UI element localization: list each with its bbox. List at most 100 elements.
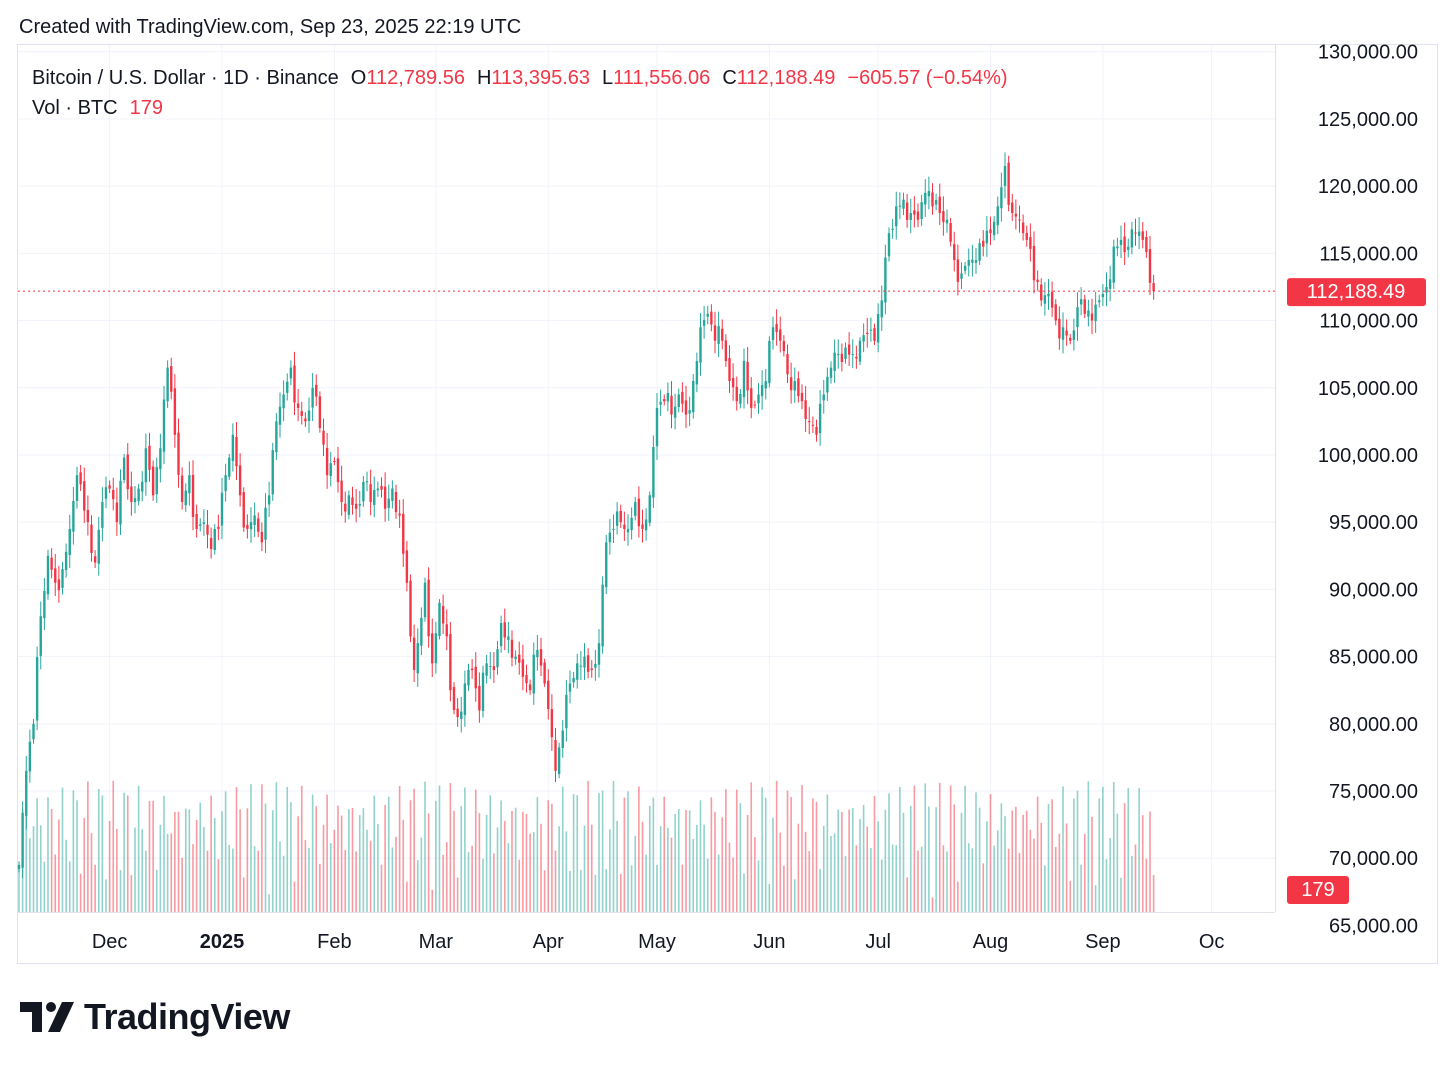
volume-bar <box>1087 781 1090 912</box>
candle-body <box>101 502 104 528</box>
volume-bar <box>554 850 557 912</box>
candle-body <box>688 410 691 414</box>
candle-body <box>808 421 811 423</box>
ohlc-legend: Bitcoin / U.S. Dollar · 1D · Binance O112… <box>32 63 1008 123</box>
candle-body <box>648 495 651 523</box>
volume-bar <box>105 879 107 912</box>
candle-body <box>931 192 934 207</box>
candle-body <box>275 421 278 453</box>
volume-bar <box>938 782 941 912</box>
candle-body <box>1021 222 1025 234</box>
volume-bar <box>594 874 597 912</box>
volume-bar <box>206 850 209 912</box>
axes: 130,000.00 125,000.00 120,000.00 115,000.00… <box>18 42 1418 953</box>
volume-bar <box>369 840 372 912</box>
candle-body <box>144 448 148 483</box>
candle-body <box>231 434 235 462</box>
volume-bar <box>616 820 618 912</box>
candle-body <box>141 481 144 492</box>
candle-body <box>209 537 213 550</box>
volume-bar <box>300 785 303 912</box>
volume-bar <box>460 806 463 912</box>
candle-body <box>180 475 184 503</box>
volume-bar <box>706 858 709 912</box>
candle-body <box>833 352 836 371</box>
volume-bar <box>913 785 916 912</box>
candle-body <box>771 327 775 340</box>
volume-bar <box>946 851 948 912</box>
volume-bar <box>155 869 158 912</box>
chart-frame <box>17 44 1438 964</box>
candle-body <box>913 210 916 215</box>
candle-body <box>318 396 322 429</box>
volume-bar <box>732 857 734 912</box>
volume-bar <box>195 819 198 912</box>
volume-bar <box>1094 885 1097 912</box>
volume-bar <box>710 797 713 912</box>
candle-body <box>978 243 981 261</box>
volume-bar <box>79 873 82 912</box>
volume-bar <box>261 784 263 912</box>
candle-body <box>202 522 206 524</box>
candle-body <box>934 200 938 205</box>
candle-body <box>130 486 133 503</box>
candle-body <box>525 674 528 684</box>
candle-body <box>891 228 894 230</box>
volume-bar <box>735 789 738 912</box>
volume-bar <box>97 788 100 912</box>
candle-body <box>547 680 550 710</box>
volume-bar <box>674 814 676 912</box>
candle-body <box>470 668 474 671</box>
candle-body <box>757 394 760 404</box>
candle-body <box>768 340 771 384</box>
volume-bar <box>1123 803 1126 912</box>
candle-body <box>1105 286 1108 293</box>
candle-body <box>583 656 586 668</box>
y-tick-label: 80,000.00 <box>1329 714 1418 736</box>
candle-body <box>684 400 688 415</box>
candle-body <box>1083 299 1086 314</box>
candle-body <box>64 551 68 570</box>
volume-bar <box>282 855 285 912</box>
candle-body <box>224 475 227 492</box>
volume-bar <box>464 787 466 912</box>
volume-bar <box>1029 829 1032 912</box>
candle-body <box>133 498 137 503</box>
candle-body <box>21 812 24 868</box>
volume-bar <box>522 811 524 912</box>
volume-bar <box>793 879 796 912</box>
volume-bar <box>928 806 930 912</box>
volume-bar <box>902 812 905 912</box>
tradingview-logo-text: TradingView <box>84 996 290 1037</box>
volume-bar <box>90 833 93 912</box>
candle-body <box>916 211 920 220</box>
volume-bar <box>877 821 879 912</box>
candle-body <box>953 244 956 261</box>
volume-bar <box>145 850 147 912</box>
candle-body <box>492 666 496 671</box>
volume-bar <box>290 802 292 912</box>
x-tick-label: Dec <box>92 931 128 953</box>
candle-body <box>565 694 568 729</box>
volume-bar <box>43 861 46 912</box>
volume-bar <box>217 859 220 912</box>
volume-bar <box>293 881 296 912</box>
volume-bar <box>891 844 894 912</box>
volume-bar <box>1000 803 1003 912</box>
volume-bar <box>221 811 223 912</box>
candle-body <box>1036 279 1039 283</box>
candle-body <box>695 361 699 385</box>
candle-body <box>847 344 851 355</box>
volume-bar <box>1116 813 1119 912</box>
candle-body <box>706 313 709 317</box>
volume-bars <box>18 780 1155 912</box>
volume-bar <box>725 789 727 912</box>
candle-body <box>311 387 314 408</box>
volume-bar <box>435 800 437 912</box>
volume-bar <box>808 851 811 912</box>
candle-body <box>1116 246 1119 249</box>
volume-bar <box>880 859 883 912</box>
volume-bar <box>416 860 419 912</box>
volume-bar <box>246 808 249 912</box>
